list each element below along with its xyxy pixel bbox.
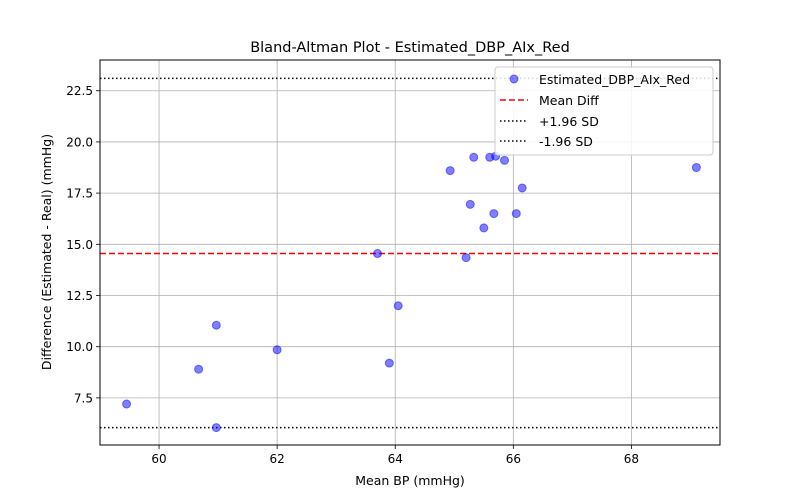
axis-ticks: 60 62 64 66 68 7.5 10.0 12.5 15.0 17.5 20.0 22.5 [66,84,639,466]
legend-label-mean-diff: Mean Diff [539,93,599,108]
x-tick-label: 64 [388,452,403,466]
scatter-point [272,345,282,355]
y-tick-label: 12.5 [66,289,93,303]
scatter-point [499,155,509,165]
y-tick-label: 22.5 [66,84,93,98]
y-axis-label: Difference (Estimated - Real) (mmHg) [39,134,54,370]
scatter-point [445,166,455,176]
scatter-point [465,199,475,209]
x-tick-label: 68 [624,452,639,466]
y-tick-label: 15.0 [66,238,93,252]
scatter-point [517,183,527,193]
legend-marker-scatter [509,74,519,84]
scatter-point [211,423,221,433]
legend-label-series: Estimated_DBP_AIx_Red [539,72,690,87]
scatter-point [393,301,403,311]
y-tick-label: 17.5 [66,187,93,201]
x-tick-label: 66 [506,452,521,466]
scatter-point [479,223,489,233]
scatter-point [373,249,383,259]
x-tick-label: 60 [151,452,166,466]
scatter-point [469,152,479,162]
x-tick-label: 62 [270,452,285,466]
scatter-point [122,399,132,409]
legend-box [494,66,714,156]
y-tick-label: 10.0 [66,340,93,354]
scatter-point [511,209,521,219]
data-points [122,151,701,433]
plot-frame [99,59,721,446]
legend-label-upper-sd: +1.96 SD [539,114,599,129]
y-tick-label: 7.5 [74,391,93,405]
scatter-point [691,163,701,173]
scatter-point [489,209,499,219]
scatter-point [194,364,204,374]
legend-label-lower-sd: -1.96 SD [539,134,593,149]
x-axis-label: Mean BP (mmHg) [355,473,465,488]
chart-title: Bland-Altman Plot - Estimated_DBP_AIx_Re… [250,40,570,56]
y-tick-label: 20.0 [66,135,93,149]
legend: Estimated_DBP_AIx_Red Mean Diff +1.96 SD… [494,66,714,156]
scatter-point [384,358,394,368]
scatter-point [461,253,471,263]
scatter-point [211,320,221,330]
